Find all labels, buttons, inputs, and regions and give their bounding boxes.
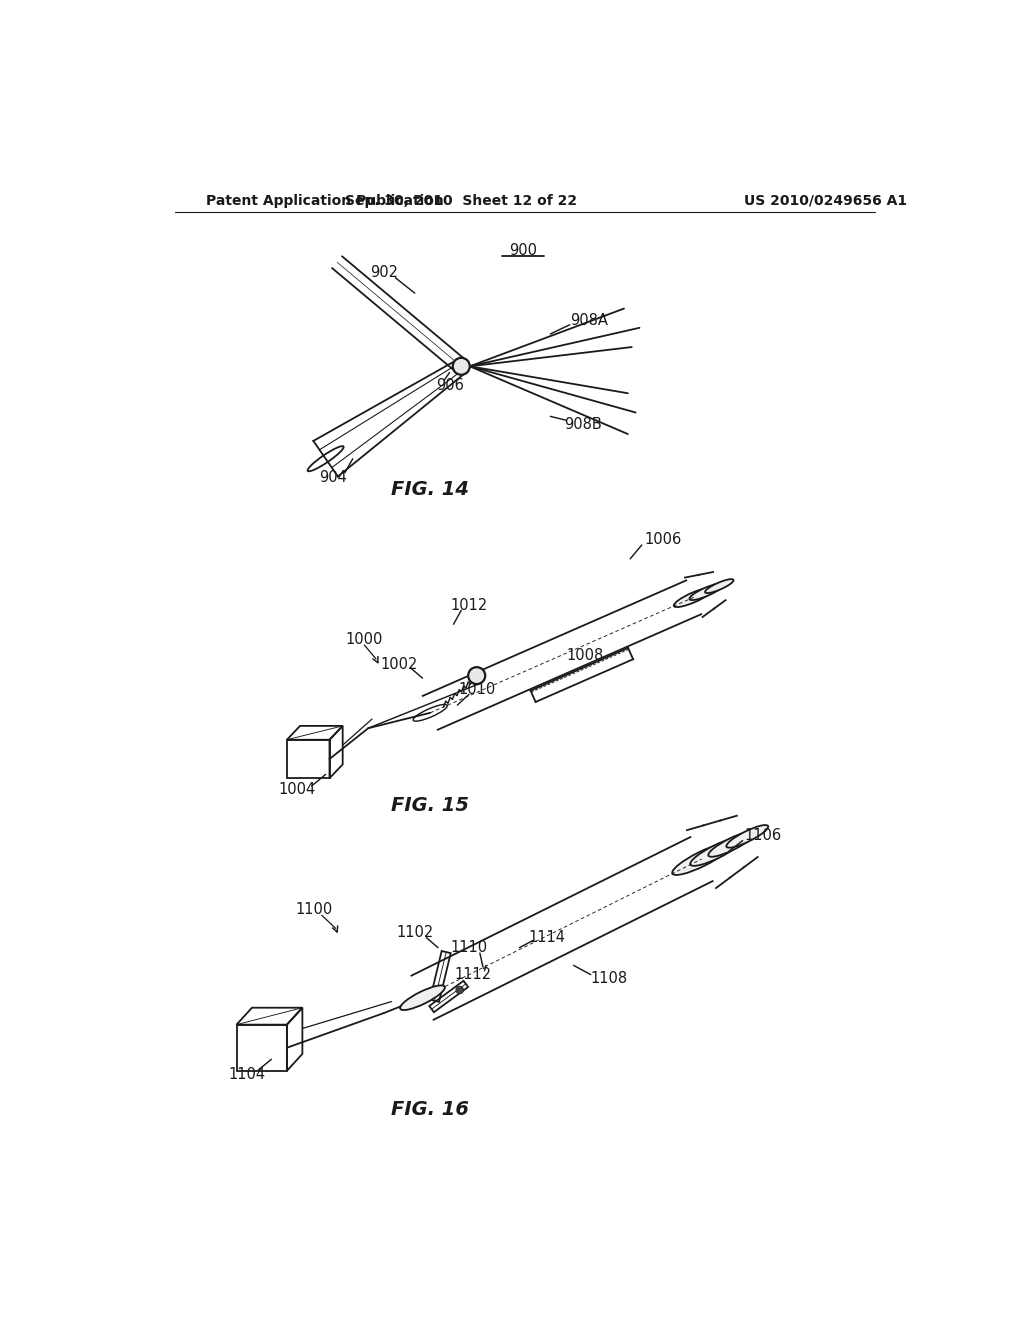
Text: 1002: 1002 — [381, 657, 418, 672]
Text: FIG. 14: FIG. 14 — [391, 480, 469, 499]
Circle shape — [468, 667, 485, 684]
Ellipse shape — [709, 832, 756, 857]
Text: 1008: 1008 — [566, 648, 604, 663]
Text: 1108: 1108 — [590, 972, 627, 986]
Ellipse shape — [453, 358, 470, 375]
Text: US 2010/0249656 A1: US 2010/0249656 A1 — [744, 194, 907, 207]
Text: 1110: 1110 — [451, 940, 487, 956]
Text: 1012: 1012 — [451, 598, 487, 612]
Text: 1104: 1104 — [228, 1067, 265, 1082]
Text: 904: 904 — [319, 470, 347, 486]
Text: 900: 900 — [509, 243, 538, 259]
Ellipse shape — [400, 986, 444, 1010]
Text: 1010: 1010 — [458, 682, 496, 697]
Ellipse shape — [674, 587, 714, 607]
Text: 1112: 1112 — [455, 968, 492, 982]
Text: 902: 902 — [370, 265, 397, 280]
Text: 1102: 1102 — [396, 925, 433, 940]
Text: 1106: 1106 — [744, 829, 782, 843]
Text: 906: 906 — [435, 378, 464, 393]
Ellipse shape — [726, 825, 768, 847]
Ellipse shape — [672, 843, 731, 875]
Text: 1114: 1114 — [528, 931, 565, 945]
Text: 1000: 1000 — [346, 632, 383, 647]
Ellipse shape — [706, 579, 733, 593]
Text: FIG. 16: FIG. 16 — [391, 1100, 469, 1119]
Text: 908A: 908A — [570, 313, 608, 327]
Ellipse shape — [690, 837, 743, 866]
Text: Sep. 30, 2010  Sheet 12 of 22: Sep. 30, 2010 Sheet 12 of 22 — [345, 194, 578, 207]
Text: 1004: 1004 — [279, 783, 315, 797]
Text: 908B: 908B — [564, 417, 602, 432]
Text: Patent Application Publication: Patent Application Publication — [206, 194, 443, 207]
Text: FIG. 15: FIG. 15 — [391, 796, 469, 814]
Ellipse shape — [689, 583, 724, 601]
Text: 1006: 1006 — [644, 532, 681, 546]
Text: 1100: 1100 — [295, 902, 333, 916]
Circle shape — [456, 986, 464, 994]
